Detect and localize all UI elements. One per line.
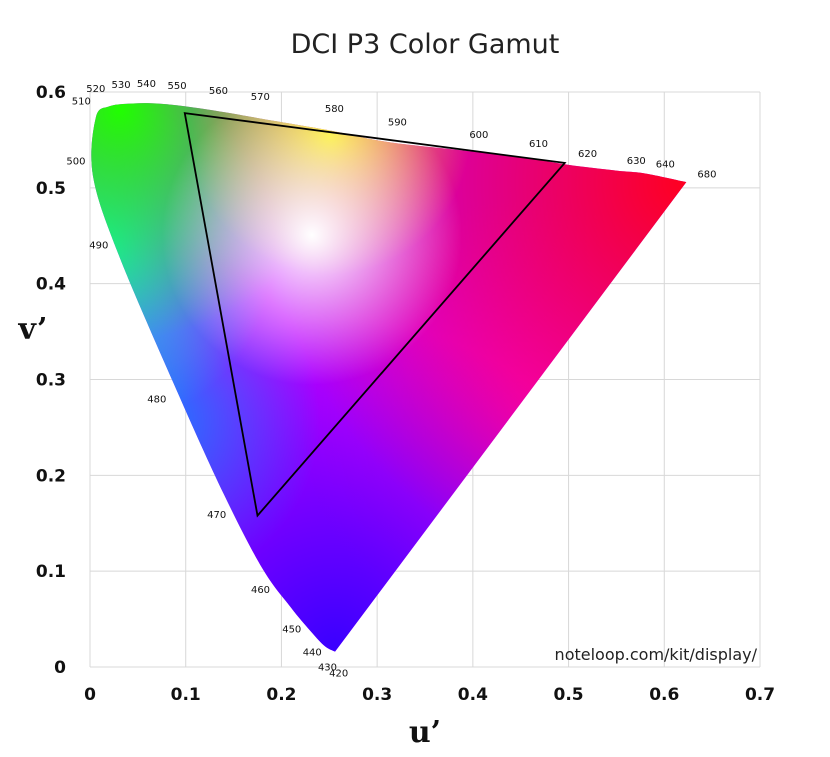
credit-annotation: noteloop.com/kit/display/	[555, 645, 758, 664]
wavelength-label: 420	[329, 668, 348, 679]
x-tick-label: 0.2	[266, 685, 296, 705]
x-tick-label: 0	[84, 685, 96, 705]
chart-title: DCI P3 Color Gamut	[291, 29, 560, 60]
x-tick-label: 0.7	[745, 685, 775, 705]
wavelength-label: 540	[137, 79, 156, 90]
x-tick-label: 0.5	[554, 685, 584, 705]
wavelength-label: 680	[697, 169, 716, 180]
y-tick-label: 0.1	[36, 562, 66, 582]
wavelength-label: 580	[325, 104, 344, 115]
wavelength-label: 570	[251, 92, 270, 103]
wavelength-label: 450	[282, 625, 301, 636]
wavelength-label: 640	[656, 160, 675, 171]
x-tick-label: 0.4	[458, 685, 488, 705]
wavelength-label: 510	[72, 96, 91, 107]
wavelength-label: 430	[318, 663, 337, 674]
wavelength-label: 490	[89, 241, 108, 252]
wavelength-label: 560	[209, 86, 228, 97]
y-tick-label: 0	[54, 658, 66, 678]
wavelength-label: 460	[251, 585, 270, 596]
wavelength-label: 630	[627, 156, 646, 167]
y-tick-label: 0.4	[36, 275, 66, 295]
dci-p3-triangle	[183, 112, 567, 518]
x-tick-labels: 0 0.1 0.2 0.3 0.4 0.5 0.6 0.7	[84, 685, 775, 705]
wavelength-label: 440	[303, 647, 322, 658]
y-tick-label: 0.2	[36, 466, 66, 486]
wavelength-label: 620	[578, 149, 597, 160]
wavelength-label: 500	[66, 156, 85, 167]
x-tick-label: 0.6	[649, 685, 679, 705]
x-axis-label: u’	[409, 715, 441, 750]
wavelength-label: 530	[112, 80, 131, 91]
wavelength-label: 470	[207, 510, 226, 521]
wavelength-label: 480	[147, 395, 166, 406]
wavelength-label: 590	[388, 118, 407, 129]
x-tick-label: 0.1	[171, 685, 201, 705]
x-tick-label: 0.3	[362, 685, 392, 705]
y-tick-label: 0.6	[36, 83, 66, 103]
wavelength-label: 600	[469, 130, 488, 141]
y-tick-labels: 0 0.1 0.2 0.3 0.4 0.5 0.6	[36, 83, 66, 678]
y-tick-label: 0.3	[36, 371, 66, 391]
wavelength-label: 520	[86, 84, 105, 95]
wavelength-label: 550	[168, 81, 187, 92]
wavelength-label: 610	[529, 139, 548, 150]
y-tick-label: 0.5	[36, 179, 66, 199]
y-axis-label: v’	[18, 312, 48, 347]
